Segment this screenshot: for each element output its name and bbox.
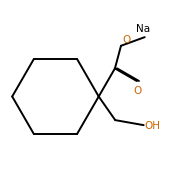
- Text: O: O: [134, 86, 142, 95]
- Text: O: O: [122, 35, 130, 45]
- Text: OH: OH: [145, 121, 160, 131]
- Text: Na: Na: [136, 24, 150, 34]
